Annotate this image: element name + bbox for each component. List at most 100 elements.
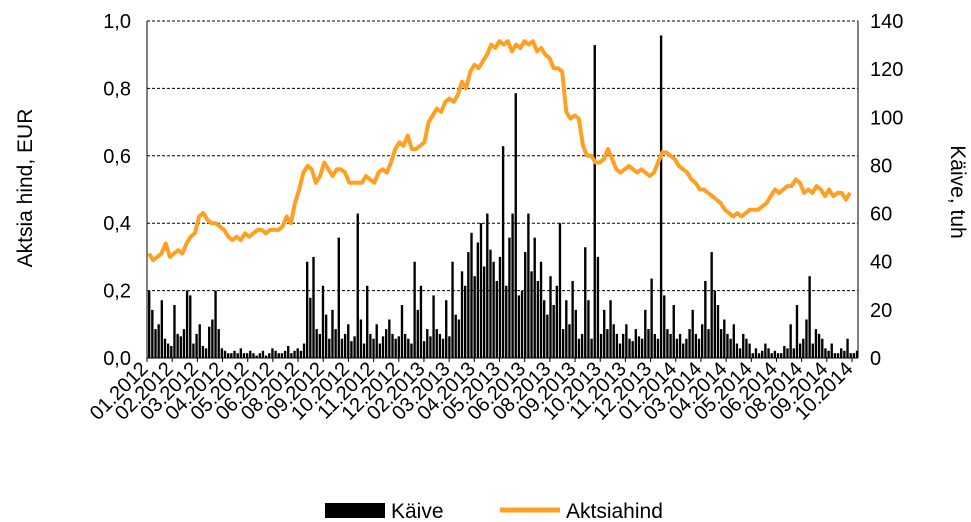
bar	[612, 324, 615, 358]
bar	[479, 223, 483, 358]
bar	[252, 353, 255, 358]
bar	[264, 355, 268, 358]
bar	[546, 314, 549, 358]
bar	[536, 280, 540, 358]
plot-axes	[146, 21, 859, 359]
bar	[366, 285, 369, 358]
bar	[650, 278, 653, 358]
bar	[824, 348, 827, 358]
bar	[201, 345, 205, 358]
bar	[558, 223, 562, 358]
bar	[776, 353, 780, 358]
bar	[530, 271, 533, 358]
bar	[302, 343, 306, 358]
bar	[555, 285, 559, 358]
bar	[678, 333, 682, 358]
bar	[268, 353, 271, 358]
bar	[552, 305, 555, 358]
bar	[659, 35, 663, 358]
bar	[511, 213, 514, 358]
bar	[836, 353, 840, 358]
bar	[811, 343, 814, 358]
bar	[675, 338, 679, 358]
bar	[707, 329, 710, 358]
bar	[846, 338, 849, 358]
bar	[574, 309, 577, 358]
bar	[185, 290, 189, 358]
bar	[805, 319, 808, 358]
bar	[568, 324, 571, 358]
bar	[324, 314, 328, 358]
bar	[356, 213, 359, 358]
bar	[615, 333, 619, 358]
right-y-tick-label: 100	[870, 107, 903, 129]
bar	[761, 350, 764, 358]
bar	[647, 329, 650, 358]
bar	[372, 338, 375, 358]
bar	[833, 353, 837, 358]
bar	[476, 242, 480, 358]
bar	[543, 300, 546, 358]
bar	[192, 343, 195, 358]
bar	[590, 338, 593, 358]
left-y-tick-label: 0,2	[103, 281, 131, 303]
bar	[381, 336, 385, 358]
bar	[211, 319, 214, 358]
bar	[394, 338, 397, 358]
bar	[182, 329, 186, 358]
bar	[413, 261, 416, 358]
bar	[508, 237, 511, 358]
bar	[280, 353, 284, 358]
bar	[429, 336, 432, 358]
bar	[748, 343, 751, 358]
right-y-tick-label: 0	[870, 348, 881, 370]
price-line	[147, 39, 852, 263]
bar	[204, 348, 208, 358]
bar	[388, 319, 391, 358]
bar	[786, 348, 789, 358]
left-y-tick-label: 1,0	[103, 11, 131, 33]
bar	[369, 333, 372, 358]
bar	[609, 300, 612, 358]
bar	[400, 305, 404, 358]
bar	[840, 348, 843, 358]
bar	[808, 276, 811, 358]
bar	[299, 350, 303, 358]
right-y-axis-title: Käive, tuh	[946, 145, 969, 238]
bar	[742, 333, 745, 358]
bar	[343, 333, 347, 358]
bar	[729, 338, 732, 358]
bar	[189, 295, 192, 358]
bar	[783, 345, 786, 358]
bar	[603, 309, 606, 358]
left-y-axis-title: Aktsia hind, EUR	[14, 109, 37, 268]
bar	[217, 329, 220, 358]
bar	[539, 261, 543, 358]
bar	[208, 326, 211, 358]
bar	[773, 350, 777, 358]
bar	[701, 324, 704, 358]
bar	[628, 338, 631, 358]
bar	[426, 329, 429, 358]
bar	[584, 247, 587, 358]
bar	[347, 324, 350, 358]
bar	[315, 329, 318, 358]
bar	[391, 333, 394, 358]
right-y-tick-label: 60	[870, 204, 892, 226]
bar	[154, 329, 157, 358]
bar	[473, 276, 476, 358]
bar	[448, 336, 451, 358]
bar	[482, 266, 486, 358]
legend-label-kaive: Käive	[391, 500, 444, 522]
bar	[634, 329, 638, 358]
bar	[334, 329, 337, 358]
bar	[157, 324, 160, 358]
left-y-tick-labels: 0,0 0,2 0,4 0,6 0,8 1,0	[103, 11, 131, 370]
bar	[527, 213, 530, 358]
bar-series-kaive	[148, 35, 859, 359]
bar	[328, 338, 331, 358]
bar	[492, 261, 495, 358]
bar	[517, 295, 521, 358]
bar	[637, 336, 641, 358]
bar	[359, 319, 363, 358]
